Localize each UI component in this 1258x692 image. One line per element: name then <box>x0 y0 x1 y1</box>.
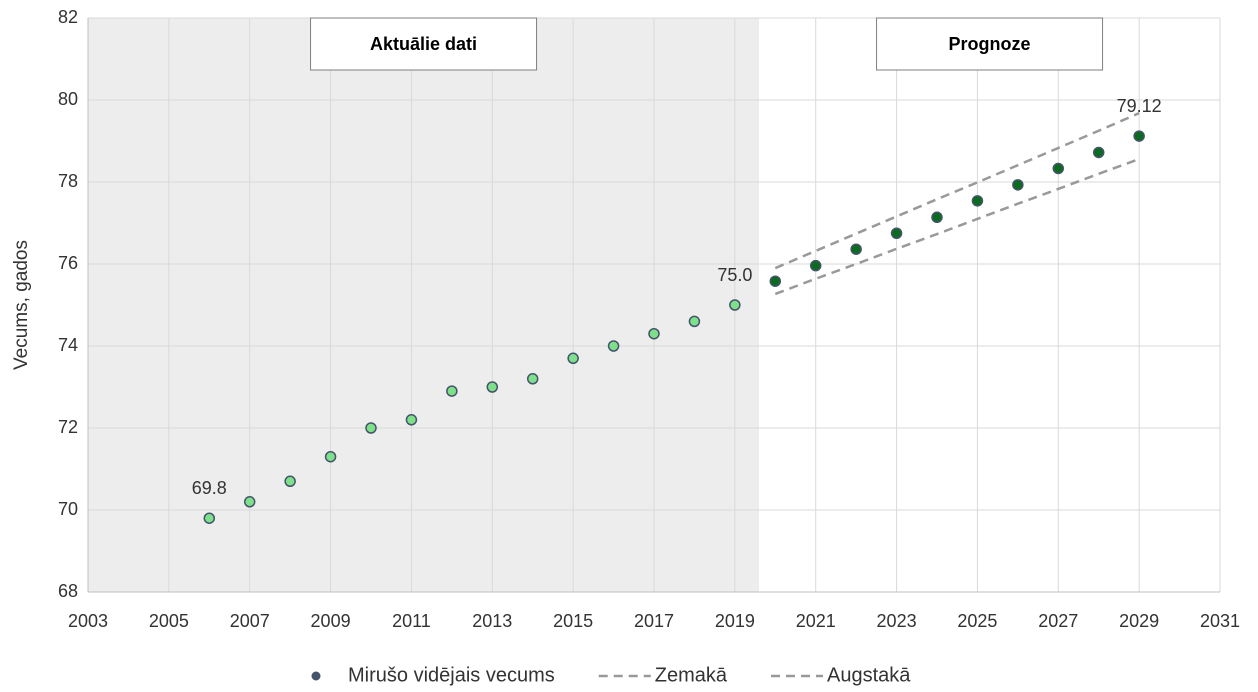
point <box>486 381 499 393</box>
y-tick-label: 76 <box>58 253 78 273</box>
region <box>88 18 760 592</box>
point <box>405 414 418 426</box>
x-tick-label: 2015 <box>553 611 593 631</box>
bound-line <box>774 111 1140 270</box>
point <box>284 475 296 488</box>
x-tick-label: 2019 <box>715 611 755 631</box>
x-tick-label: 2005 <box>149 611 189 631</box>
x-tick-label: 2017 <box>634 611 674 631</box>
region-label-box <box>310 17 538 71</box>
point <box>1052 162 1065 175</box>
point <box>769 275 782 287</box>
point <box>526 373 539 385</box>
x-tick-label: 2013 <box>472 611 512 631</box>
point <box>446 385 458 397</box>
y-tick-label: 80 <box>58 89 78 109</box>
y-tick-label: 74 <box>58 335 78 355</box>
point <box>203 512 216 524</box>
point <box>567 352 579 365</box>
point <box>1012 179 1024 191</box>
bound-line <box>774 157 1140 296</box>
point <box>809 259 822 272</box>
x-tick-label: 2011 <box>392 611 431 631</box>
x-tick-label: 2025 <box>957 611 997 631</box>
point <box>324 450 337 463</box>
point <box>1133 130 1145 142</box>
x-tick-label: 2029 <box>1119 611 1159 631</box>
y-tick-label: 72 <box>58 417 78 437</box>
legend-label: Augstakā <box>827 664 911 686</box>
point <box>931 211 943 224</box>
data-label: 69.8 <box>192 478 227 498</box>
y-axis-label: Vecums, gados <box>11 240 32 370</box>
y-tick-label: 68 <box>58 581 78 601</box>
region-label: Aktuālie dati <box>370 34 477 54</box>
point <box>890 227 903 239</box>
x-tick-label: 2021 <box>796 611 836 631</box>
point <box>729 299 741 311</box>
point <box>243 496 256 508</box>
x-tick-label: 2003 <box>68 611 108 631</box>
point <box>688 315 701 328</box>
y-tick-label: 78 <box>58 171 78 191</box>
x-tick-label: 2031 <box>1200 611 1240 631</box>
data-label: 75.0 <box>717 265 752 285</box>
region <box>759 18 1220 592</box>
legend-swatch <box>311 671 321 681</box>
point <box>607 340 620 352</box>
x-tick-label: 2027 <box>1038 611 1078 631</box>
point <box>1092 146 1105 159</box>
region-label-box <box>876 17 1104 71</box>
x-tick-label: 2007 <box>230 611 270 631</box>
legend-label: Mirušo vidējais vecums <box>348 664 555 686</box>
x-tick-label: 2009 <box>311 611 351 631</box>
point <box>365 422 377 434</box>
point <box>648 327 660 340</box>
legend: Mirušo vidējais vecums Zemakā Augstakā <box>311 664 911 686</box>
legend-label: Zemakā <box>655 664 728 686</box>
point <box>971 195 984 207</box>
y-tick-label: 82 <box>58 7 78 27</box>
y-tick-label: 70 <box>58 499 78 519</box>
data-label: 79.12 <box>1117 96 1162 116</box>
point <box>850 243 862 255</box>
x-tick-label: 2023 <box>877 611 917 631</box>
region-label: Prognoze <box>949 34 1031 54</box>
